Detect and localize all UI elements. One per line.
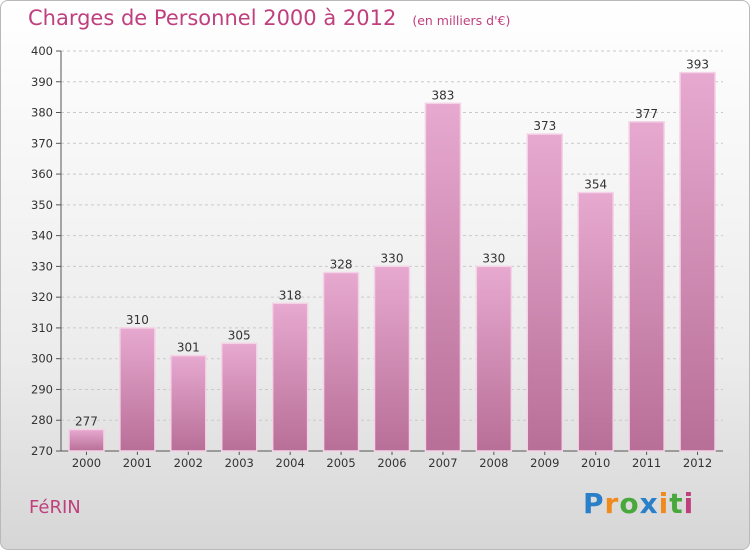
data-label-2011: 377: [635, 107, 658, 121]
x-tick-label: 2004: [276, 456, 305, 470]
y-tick-label: 370: [31, 136, 53, 150]
bar-2008[interactable]: [475, 265, 513, 452]
proxiti-logo[interactable]: Proxiti: [583, 487, 695, 520]
bar-2003[interactable]: [220, 342, 258, 452]
bar-2002[interactable]: [170, 354, 207, 452]
x-tick-label: 2003: [225, 456, 254, 470]
data-label-2003: 305: [228, 328, 251, 342]
title-row: Charges de Personnel 2000 à 2012 (en mill…: [28, 6, 510, 30]
data-label-2001: 310: [126, 313, 149, 327]
town-name: FéRIN: [29, 497, 81, 518]
data-label-2008: 330: [482, 251, 505, 265]
data-label-2007: 383: [431, 88, 454, 102]
y-tick-label: 390: [31, 75, 53, 89]
data-label-2000: 277: [75, 414, 98, 428]
x-tick-label: 2002: [174, 456, 203, 470]
y-tick-label: 320: [31, 290, 53, 304]
y-tick-label: 280: [31, 413, 53, 427]
y-tick-label: 380: [31, 106, 53, 120]
bar-2006[interactable]: [373, 265, 411, 452]
bar-2012[interactable]: [679, 71, 716, 452]
bar-2010[interactable]: [577, 191, 614, 452]
y-tick-label: 340: [31, 229, 53, 243]
bar-2000[interactable]: [68, 428, 105, 452]
y-tick-label: 350: [31, 198, 53, 212]
bar-layer: [68, 71, 716, 452]
x-tick-label: 2001: [123, 456, 152, 470]
x-tick-label: 2005: [326, 456, 355, 470]
bar-2004[interactable]: [271, 302, 309, 452]
bar-2007[interactable]: [424, 102, 462, 452]
x-tick-label: 2000: [72, 456, 101, 470]
y-tick-label: 310: [31, 321, 53, 335]
label-layer: 270 280 290 300 310 320 330 340 350 360 370 380 390 4…: [31, 44, 712, 470]
x-tick-label: 2009: [530, 456, 559, 470]
bar-2001[interactable]: [119, 327, 156, 452]
data-label-2009: 373: [533, 119, 556, 133]
x-tick-label: 2011: [632, 456, 661, 470]
chart-title: Charges de Personnel 2000 à 2012: [28, 6, 397, 30]
data-label-2005: 328: [330, 258, 353, 272]
data-label-2006: 330: [381, 251, 404, 265]
bar-2011[interactable]: [628, 121, 665, 452]
x-tick-label: 2007: [428, 456, 457, 470]
y-tick-label: 290: [31, 382, 53, 396]
data-label-2002: 301: [177, 341, 200, 355]
x-tick-label: 2012: [683, 456, 712, 470]
x-tick-label: 2010: [581, 456, 610, 470]
x-tick-label: 2008: [479, 456, 508, 470]
data-label-2012: 393: [686, 58, 709, 72]
bar-2009[interactable]: [526, 133, 564, 452]
y-tick-label: 270: [31, 444, 53, 458]
data-label-2010: 354: [584, 178, 607, 192]
bar-2005[interactable]: [322, 271, 360, 452]
x-tick-label: 2006: [377, 456, 406, 470]
chart-subtitle: (en milliers d'€): [412, 13, 511, 28]
y-tick-label: 300: [31, 352, 53, 366]
data-label-2004: 318: [279, 288, 302, 302]
y-tick-label: 400: [31, 44, 53, 58]
y-tick-label: 330: [31, 259, 53, 273]
y-tick-label: 360: [31, 167, 53, 181]
